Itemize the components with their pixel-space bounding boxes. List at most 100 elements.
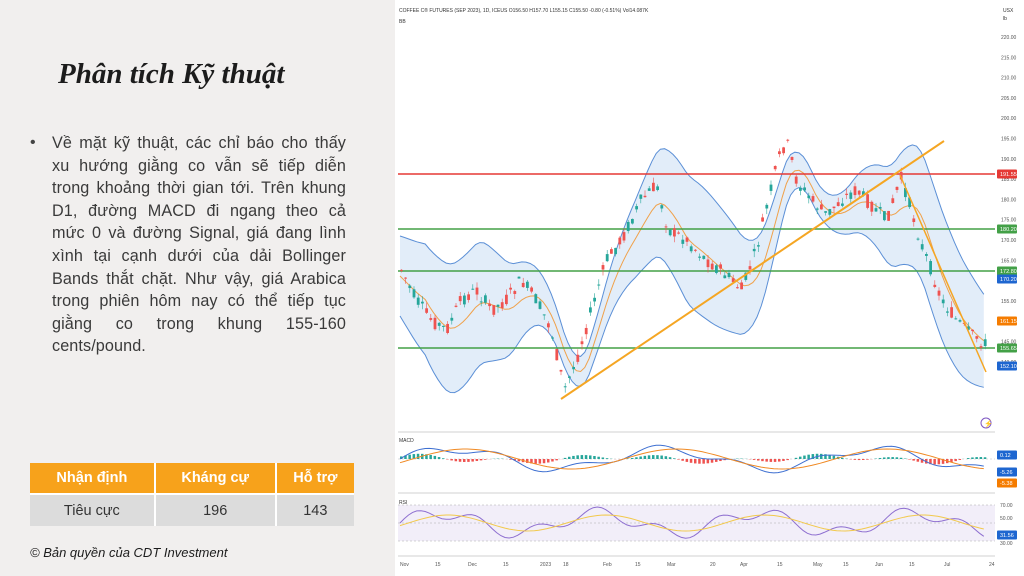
macd-histogram-bar [580, 455, 584, 459]
bollinger-lower-band [399, 187, 984, 394]
candle-body [404, 277, 407, 279]
macd-histogram-bar [526, 459, 529, 463]
summary-header-outlook: Nhận định [30, 463, 156, 494]
macd-value-tag [997, 450, 1017, 460]
macd-histogram-bar [862, 459, 865, 460]
candle-body [559, 369, 563, 372]
candle-body [740, 282, 743, 290]
candle-body [916, 238, 920, 240]
candle-body [429, 318, 433, 320]
macd-histogram-bar [883, 457, 886, 459]
macd-histogram-bar [509, 459, 512, 460]
price-chart-svg: COFFEE C® FUTURES (SEP 2023), 1D, ICEUS … [395, 0, 1024, 576]
candle-body [437, 322, 441, 326]
price-axis-tick: 170.00 [1001, 238, 1017, 244]
candle-body [400, 269, 403, 271]
price-level-tags: 191.55 180.20 172.80 170.20 161.15 155.65 152.… [997, 169, 1017, 371]
price-level-tag-label: 191.55 [1000, 172, 1017, 178]
macd-histogram-bar [715, 459, 718, 462]
analysis-bullet: • Về mặt kỹ thuật, các chỉ báo cho thấy … [30, 132, 346, 358]
time-axis-tick: May [813, 562, 823, 568]
macd-histogram-bar [458, 459, 462, 462]
time-axis-tick: 15 [843, 562, 849, 568]
macd-histogram-bar [605, 458, 609, 459]
candle-body [799, 187, 802, 191]
macd-histogram-bar [958, 459, 962, 460]
candle-body [983, 339, 987, 347]
candle-body [811, 196, 815, 202]
macd-histogram-bar [941, 459, 945, 464]
macd-signal-line [399, 448, 984, 470]
macd-histogram-bar [412, 454, 416, 459]
macd-value-tag [997, 467, 1017, 477]
candle-body [937, 290, 941, 296]
candle-body [778, 151, 781, 155]
macd-histogram-bar [538, 459, 542, 464]
candle-body [509, 287, 512, 290]
macd-histogram-bar [513, 459, 516, 461]
price-level-tag-label: 161.15 [1000, 319, 1017, 325]
macd-histogram-bar [719, 459, 722, 462]
candle-body [815, 208, 819, 210]
candle-body [408, 285, 412, 289]
summary-data-row: Tiêu cực 196 143 [30, 493, 354, 526]
copyright-notice: © Bản quyền của CDT Investment [30, 545, 228, 560]
price-axis-tick: 220.00 [1001, 35, 1017, 41]
price-level-tag [997, 361, 1017, 371]
price-axis-tick: 185.00 [1001, 177, 1017, 183]
price-level-tag [997, 274, 1017, 284]
candle-body [786, 139, 790, 141]
time-axis-tick: 2023 [540, 562, 551, 568]
candle-body [412, 289, 416, 298]
macd-histogram-bar [769, 459, 773, 462]
candle-body [790, 156, 794, 160]
unit-label: lb [1003, 16, 1007, 22]
candle-body [891, 198, 895, 203]
candle-body [467, 294, 470, 300]
macd-histogram-bar [475, 459, 479, 462]
candle-body [744, 272, 748, 280]
candle-body [458, 296, 462, 302]
macd-histogram-bar [887, 457, 890, 459]
price-level-tag [997, 316, 1017, 326]
candle-body [925, 253, 928, 256]
macd-histogram-bar [572, 455, 575, 459]
price-axis-tick: 195.00 [1001, 137, 1017, 143]
macd-histogram-bar [479, 459, 483, 461]
rsi-ma-line [399, 514, 984, 532]
macd-histogram-bar [782, 459, 785, 461]
candle-body [597, 284, 601, 286]
macd-histogram-bar [828, 454, 831, 459]
macd-histogram-bar [404, 455, 407, 459]
macd-histogram-bar [857, 459, 861, 461]
candle-body [555, 349, 559, 361]
candle-body [475, 287, 479, 295]
candle-body [610, 249, 613, 254]
candle-body [820, 204, 823, 210]
macd-histogram-bar [765, 459, 768, 462]
candle-body [731, 278, 735, 283]
macd-value-tag-label: -5.38 [1000, 481, 1013, 487]
candle-body [496, 304, 500, 307]
macd-histogram-bar [677, 459, 680, 460]
macd-histogram-bar [433, 455, 437, 459]
macd-histogram-bar [912, 459, 915, 461]
candle-body [463, 295, 466, 305]
macd-value-tag-label: -5.26 [1000, 470, 1013, 476]
alert-icon[interactable] [980, 417, 992, 429]
time-axis-tick: Jul [944, 562, 950, 568]
rsi-axis-tick: 70.00 [1000, 503, 1013, 509]
candle-body [421, 301, 424, 304]
macd-line [399, 444, 984, 474]
macd-histogram-bar [811, 454, 815, 459]
price-chart-image: COFFEE C® FUTURES (SEP 2023), 1D, ICEUS … [395, 0, 1024, 576]
candle-body [601, 265, 605, 270]
candle-body [433, 317, 437, 330]
macd-histogram-bar [723, 459, 726, 461]
candle-body [618, 237, 622, 245]
macd-histogram-bar [799, 456, 802, 459]
time-axis-tick: 15 [435, 562, 441, 568]
candle-body [416, 297, 420, 305]
candle-body [526, 281, 529, 288]
time-axis-tick: 15 [909, 562, 915, 568]
